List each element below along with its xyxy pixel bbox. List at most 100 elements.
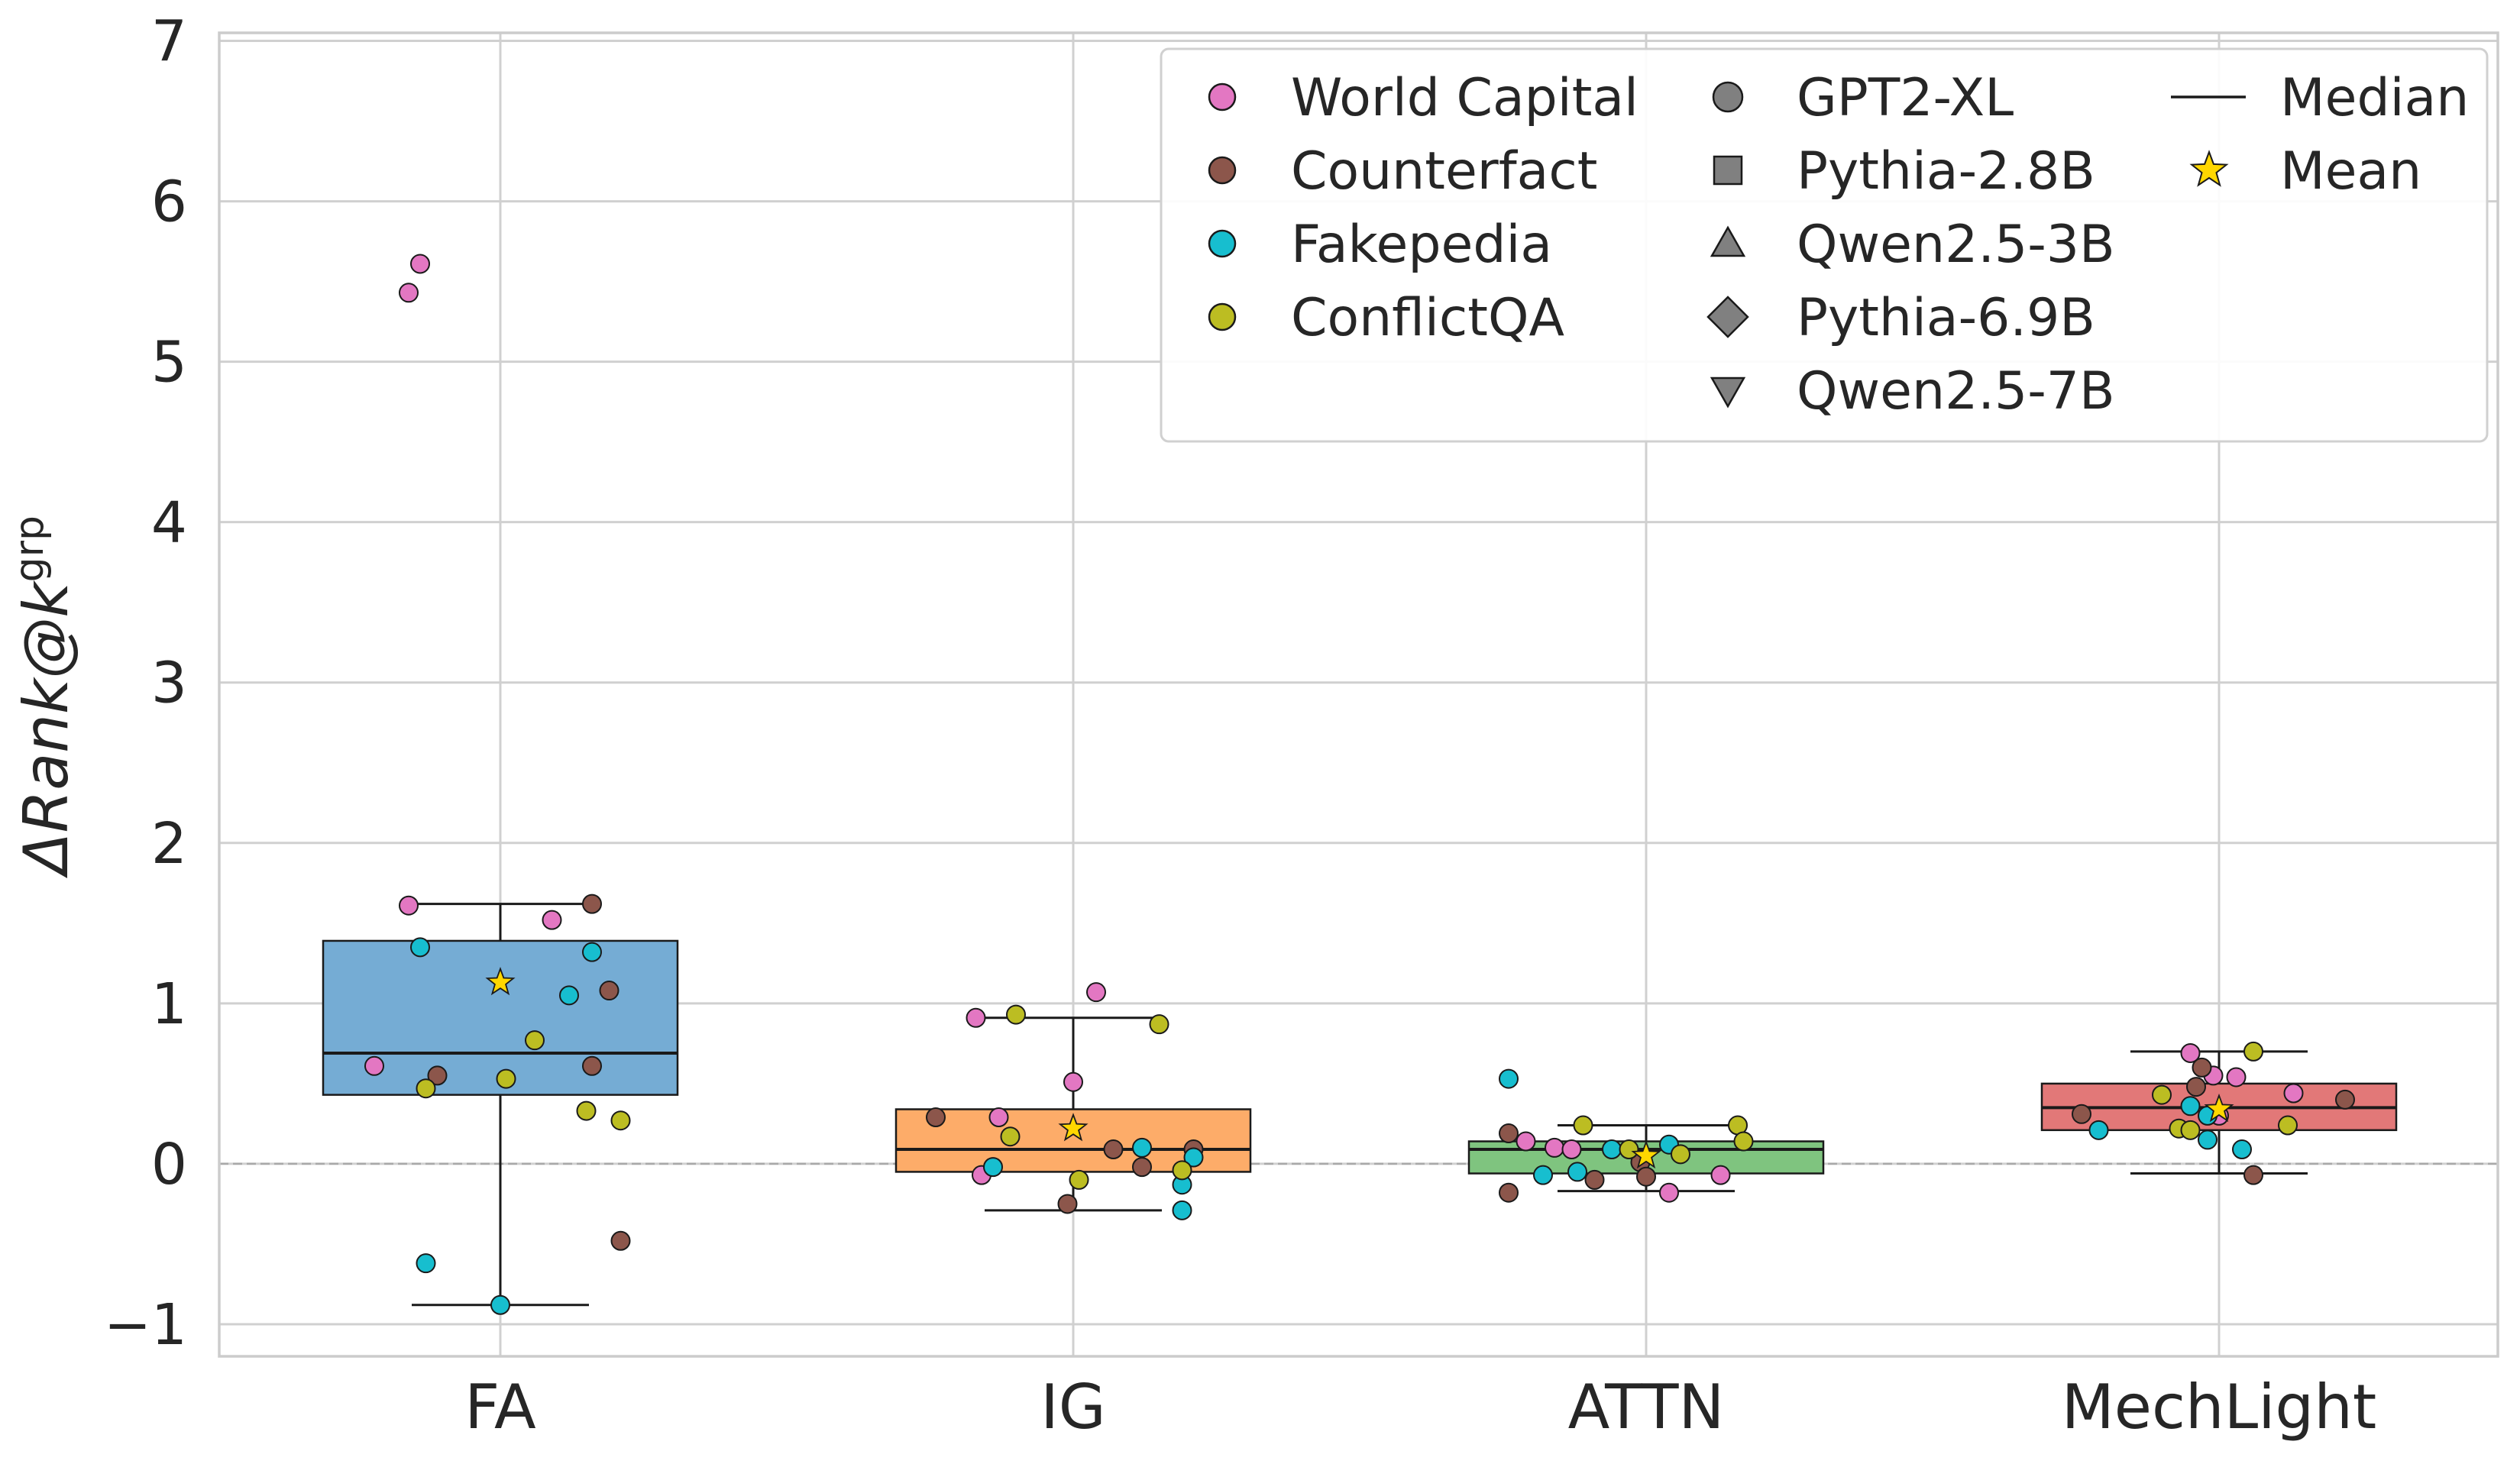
- y-tick-label-1: −1: [104, 1292, 187, 1358]
- point-ig-conflictqa-37: [1000, 1126, 1021, 1147]
- point-ig-fakepedia-31: [1183, 1147, 1204, 1168]
- y-axis-label-superscript: grp: [7, 515, 53, 582]
- point-fa-world-capital-2: [399, 895, 419, 916]
- legend-label-counterfact: Counterfact: [1291, 141, 1597, 202]
- point-fa-fakepedia-13: [416, 1253, 436, 1274]
- mean-star-attn: [1631, 1139, 1661, 1169]
- point-mechlight-world-capital-63: [2283, 1083, 2304, 1104]
- legend-label-pythia-6-9b: Pythia-6.9B: [1797, 288, 2095, 348]
- legend: World Capital Counterfact Fakepedia Conflic…: [1160, 47, 2489, 443]
- plot-frame: [218, 31, 2499, 1358]
- point-ig-conflictqa-36: [1149, 1014, 1169, 1035]
- point-ig-counterfact-28: [1132, 1157, 1152, 1178]
- point-ig-world-capital-20: [1086, 982, 1106, 1003]
- point-fa-counterfact-5: [582, 894, 602, 914]
- legend-marker-world-capital: [1208, 82, 1237, 111]
- data-points: [364, 254, 2355, 1315]
- box-fa: [322, 939, 679, 1096]
- point-attn-counterfact-45: [1499, 1123, 1519, 1144]
- mean-star-mechlight: [2204, 1093, 2234, 1123]
- point-attn-world-capital-40: [1516, 1131, 1536, 1152]
- y-tick-label-5: 5: [151, 330, 187, 396]
- point-attn-fakepedia-52: [1602, 1139, 1622, 1160]
- point-mechlight-conflictqa-75: [2243, 1041, 2263, 1062]
- point-fa-world-capital-3: [542, 910, 562, 930]
- mean-star-fa: [485, 967, 516, 996]
- y-axis-label-delta: ΔRank@k: [11, 580, 82, 879]
- point-ig-world-capital-22: [1063, 1071, 1083, 1092]
- legend-marker-pythia-2-8b: [1713, 155, 1743, 186]
- mean-markers: [485, 967, 2234, 1169]
- y-tick-label-1: 1: [151, 971, 187, 1037]
- point-mechlight-conflictqa-79: [2278, 1115, 2298, 1136]
- legend-marker-counterfact: [1208, 156, 1237, 185]
- point-attn-conflictqa-59: [1671, 1144, 1690, 1165]
- point-fa-fakepedia-14: [490, 1294, 510, 1315]
- y-tick-label-7: 7: [151, 9, 187, 75]
- y-tick-label-2: 2: [151, 811, 187, 877]
- point-fa-conflictqa-18: [576, 1100, 597, 1121]
- x-tick-label-fa: FA: [464, 1372, 536, 1443]
- point-attn-fakepedia-53: [1567, 1162, 1587, 1182]
- point-fa-conflictqa-17: [416, 1078, 436, 1099]
- point-fa-fakepedia-11: [582, 942, 602, 962]
- point-mechlight-world-capital-60: [2180, 1042, 2201, 1063]
- point-mechlight-fakepedia-70: [2180, 1096, 2201, 1117]
- point-ig-counterfact-26: [1103, 1139, 1124, 1160]
- point-fa-counterfact-8: [582, 1055, 602, 1076]
- point-fa-fakepedia-12: [559, 985, 579, 1006]
- point-attn-world-capital-42: [1561, 1139, 1582, 1160]
- legend-label-mean: Mean: [2280, 141, 2421, 202]
- point-mechlight-counterfact-67: [2335, 1089, 2355, 1110]
- point-fa-conflictqa-19: [610, 1110, 631, 1131]
- y-axis-ticks: −1 0 1 2 3 4 5 6 7: [104, 9, 187, 1358]
- point-ig-fakepedia-32: [983, 1157, 1003, 1178]
- point-mechlight-conflictqa-76: [2152, 1084, 2172, 1105]
- legend-label-conflictqa: ConflictQA: [1291, 288, 1564, 348]
- legend-marker-qwen2-5-7b: [1710, 377, 1746, 409]
- point-attn-fakepedia-54: [1533, 1165, 1553, 1185]
- point-attn-conflictqa-58: [1619, 1139, 1639, 1160]
- point-attn-conflictqa-57: [1733, 1131, 1754, 1152]
- point-fa-counterfact-9: [610, 1230, 631, 1251]
- x-tick-label-mechlight: MechLight: [2062, 1372, 2377, 1443]
- legend-label-world-capital: World Capital: [1291, 68, 1638, 128]
- box-plots: [322, 903, 2398, 1307]
- point-mechlight-counterfact-69: [2243, 1165, 2263, 1185]
- point-ig-fakepedia-30: [1132, 1137, 1152, 1158]
- point-ig-fakepedia-34: [1172, 1200, 1192, 1220]
- legend-marker-fakepedia: [1208, 229, 1237, 258]
- point-ig-conflictqa-35: [1006, 1004, 1026, 1025]
- y-tick-label-4: 4: [151, 490, 187, 556]
- point-ig-world-capital-23: [988, 1107, 1009, 1128]
- x-tick-label-attn: ATTN: [1568, 1372, 1725, 1443]
- legend-marker-qwen2-5-3b: [1710, 225, 1746, 257]
- point-ig-counterfact-25: [926, 1107, 946, 1128]
- legend-label-qwen2-5-3b: Qwen2.5-3B: [1797, 215, 2115, 275]
- point-ig-conflictqa-38: [1172, 1160, 1192, 1181]
- point-mechlight-counterfact-66: [2186, 1077, 2206, 1097]
- point-mechlight-counterfact-68: [2072, 1104, 2091, 1124]
- point-attn-fakepedia-50: [1499, 1068, 1519, 1089]
- legend-marker-mean: [2189, 150, 2229, 187]
- point-attn-conflictqa-55: [1573, 1115, 1593, 1136]
- point-ig-conflictqa-39: [1069, 1169, 1089, 1190]
- point-fa-conflictqa-16: [496, 1068, 516, 1089]
- point-fa-fakepedia-10: [410, 937, 430, 958]
- point-fa-world-capital-4: [364, 1055, 384, 1076]
- legend-marker-pythia-6-9b: [1706, 296, 1749, 338]
- y-axis-label: ΔRank@kgrp: [7, 515, 82, 879]
- point-attn-world-capital-43: [1710, 1165, 1731, 1185]
- point-ig-world-capital-21: [966, 1007, 986, 1028]
- mean-star-ig: [1058, 1113, 1089, 1142]
- legend-label-median: Median: [2280, 68, 2469, 128]
- point-attn-counterfact-49: [1499, 1182, 1519, 1203]
- point-mechlight-counterfact-65: [2192, 1057, 2212, 1078]
- point-fa-world-capital-0: [399, 283, 419, 303]
- point-fa-conflictqa-15: [525, 1030, 545, 1051]
- point-attn-counterfact-47: [1636, 1166, 1656, 1187]
- legend-frame: [1160, 47, 2489, 443]
- x-tick-label-ig: IG: [1040, 1372, 1106, 1443]
- point-attn-world-capital-41: [1545, 1137, 1564, 1158]
